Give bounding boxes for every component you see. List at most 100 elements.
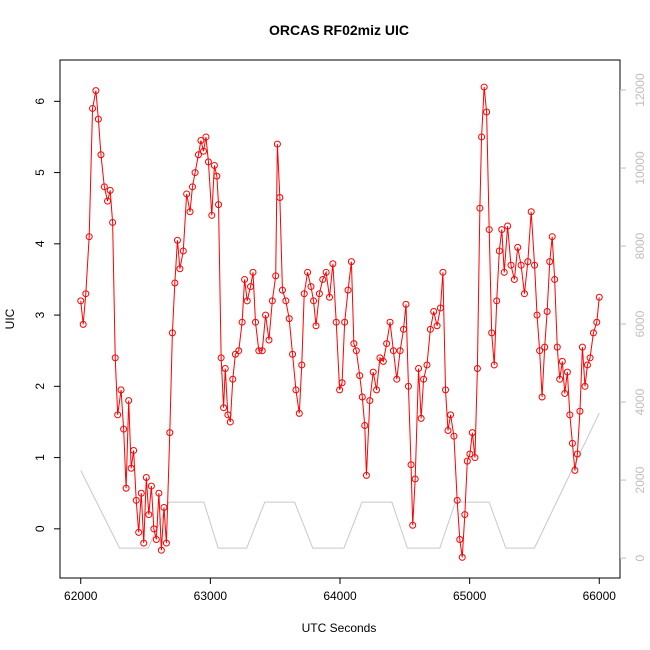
data-point [285, 315, 293, 323]
data-point [122, 484, 130, 492]
data-point [282, 297, 290, 305]
data-point [531, 261, 539, 269]
data-point [173, 236, 181, 244]
data-point [490, 361, 498, 369]
data-point [341, 318, 349, 326]
data-point [493, 297, 501, 305]
data-point [473, 365, 481, 373]
y-tick-label: 1 [33, 454, 47, 461]
data-point [92, 87, 100, 95]
data-point [336, 386, 344, 394]
data-point [541, 343, 549, 351]
data-point [358, 393, 366, 401]
y2-tick-label: 6000 [633, 310, 647, 337]
data-point [471, 454, 479, 462]
data-point [453, 496, 461, 504]
data-point [104, 197, 112, 205]
data-point [536, 347, 544, 355]
data-point [191, 169, 199, 177]
data-point [507, 261, 515, 269]
data-point [132, 496, 140, 504]
y-tick-label: 4 [33, 240, 47, 247]
data-point [326, 293, 333, 301]
data-point [415, 365, 423, 373]
data-point [373, 386, 381, 394]
y2-tick-label: 12000 [633, 73, 647, 107]
data-point [488, 329, 496, 337]
data-point [444, 427, 452, 435]
data-point [578, 343, 586, 351]
data-point [589, 329, 597, 337]
data-point [352, 347, 360, 355]
data-point [517, 261, 525, 269]
data-point [140, 539, 148, 547]
data-point [362, 471, 370, 479]
data-point [344, 286, 352, 294]
data-point [171, 279, 179, 287]
data-point [495, 247, 503, 255]
data-point [117, 386, 125, 394]
data-point [188, 183, 196, 191]
data-point [307, 283, 315, 291]
data-point [566, 411, 574, 419]
data-point [272, 272, 280, 280]
data-point [304, 268, 312, 276]
data-point [510, 275, 518, 283]
data-point [433, 322, 441, 330]
data-point [548, 233, 556, 241]
data-point [265, 336, 273, 344]
data-point [527, 208, 535, 216]
y-tick-label: 5 [33, 169, 47, 176]
data-point [94, 115, 102, 123]
data-point [546, 258, 554, 266]
data-point [150, 525, 158, 533]
data-point [595, 293, 603, 301]
data-point [85, 233, 93, 241]
data-point [468, 429, 476, 437]
data-point [255, 347, 263, 355]
data-point [332, 318, 340, 326]
data-point [157, 546, 165, 554]
y-tick-label: 6 [33, 98, 47, 105]
data-point [273, 140, 281, 148]
data-point [442, 386, 450, 394]
data-point [329, 260, 337, 268]
data-point [563, 368, 571, 376]
data-point [229, 375, 237, 383]
data-point [310, 297, 318, 305]
data-point [247, 283, 255, 291]
x-tick-label: 63000 [194, 589, 228, 603]
y2-tick-label: 10000 [633, 151, 647, 185]
data-point [420, 375, 428, 383]
data-point [208, 211, 216, 219]
data-point [183, 190, 191, 198]
data-point [520, 290, 528, 298]
x-tick-label: 65000 [453, 589, 487, 603]
y2-tick-label: 0 [633, 554, 647, 561]
data-point [450, 432, 458, 440]
data-point [120, 425, 128, 433]
data-point [142, 474, 150, 482]
data-point [312, 322, 320, 330]
data-point [276, 194, 284, 202]
data-point [553, 343, 561, 351]
data-point [361, 422, 369, 430]
data-point [576, 407, 584, 415]
data-point [417, 414, 425, 422]
data-point [262, 311, 270, 319]
data-point [476, 204, 484, 212]
data-point [456, 536, 464, 544]
data-point [543, 308, 551, 316]
data-point [152, 536, 160, 544]
data-point [258, 347, 266, 355]
data-point [423, 361, 431, 369]
data-point [383, 340, 391, 348]
data-point [538, 393, 546, 401]
data-point [210, 161, 218, 169]
data-point [217, 354, 225, 362]
data-point [235, 347, 243, 355]
data-point [298, 361, 306, 369]
